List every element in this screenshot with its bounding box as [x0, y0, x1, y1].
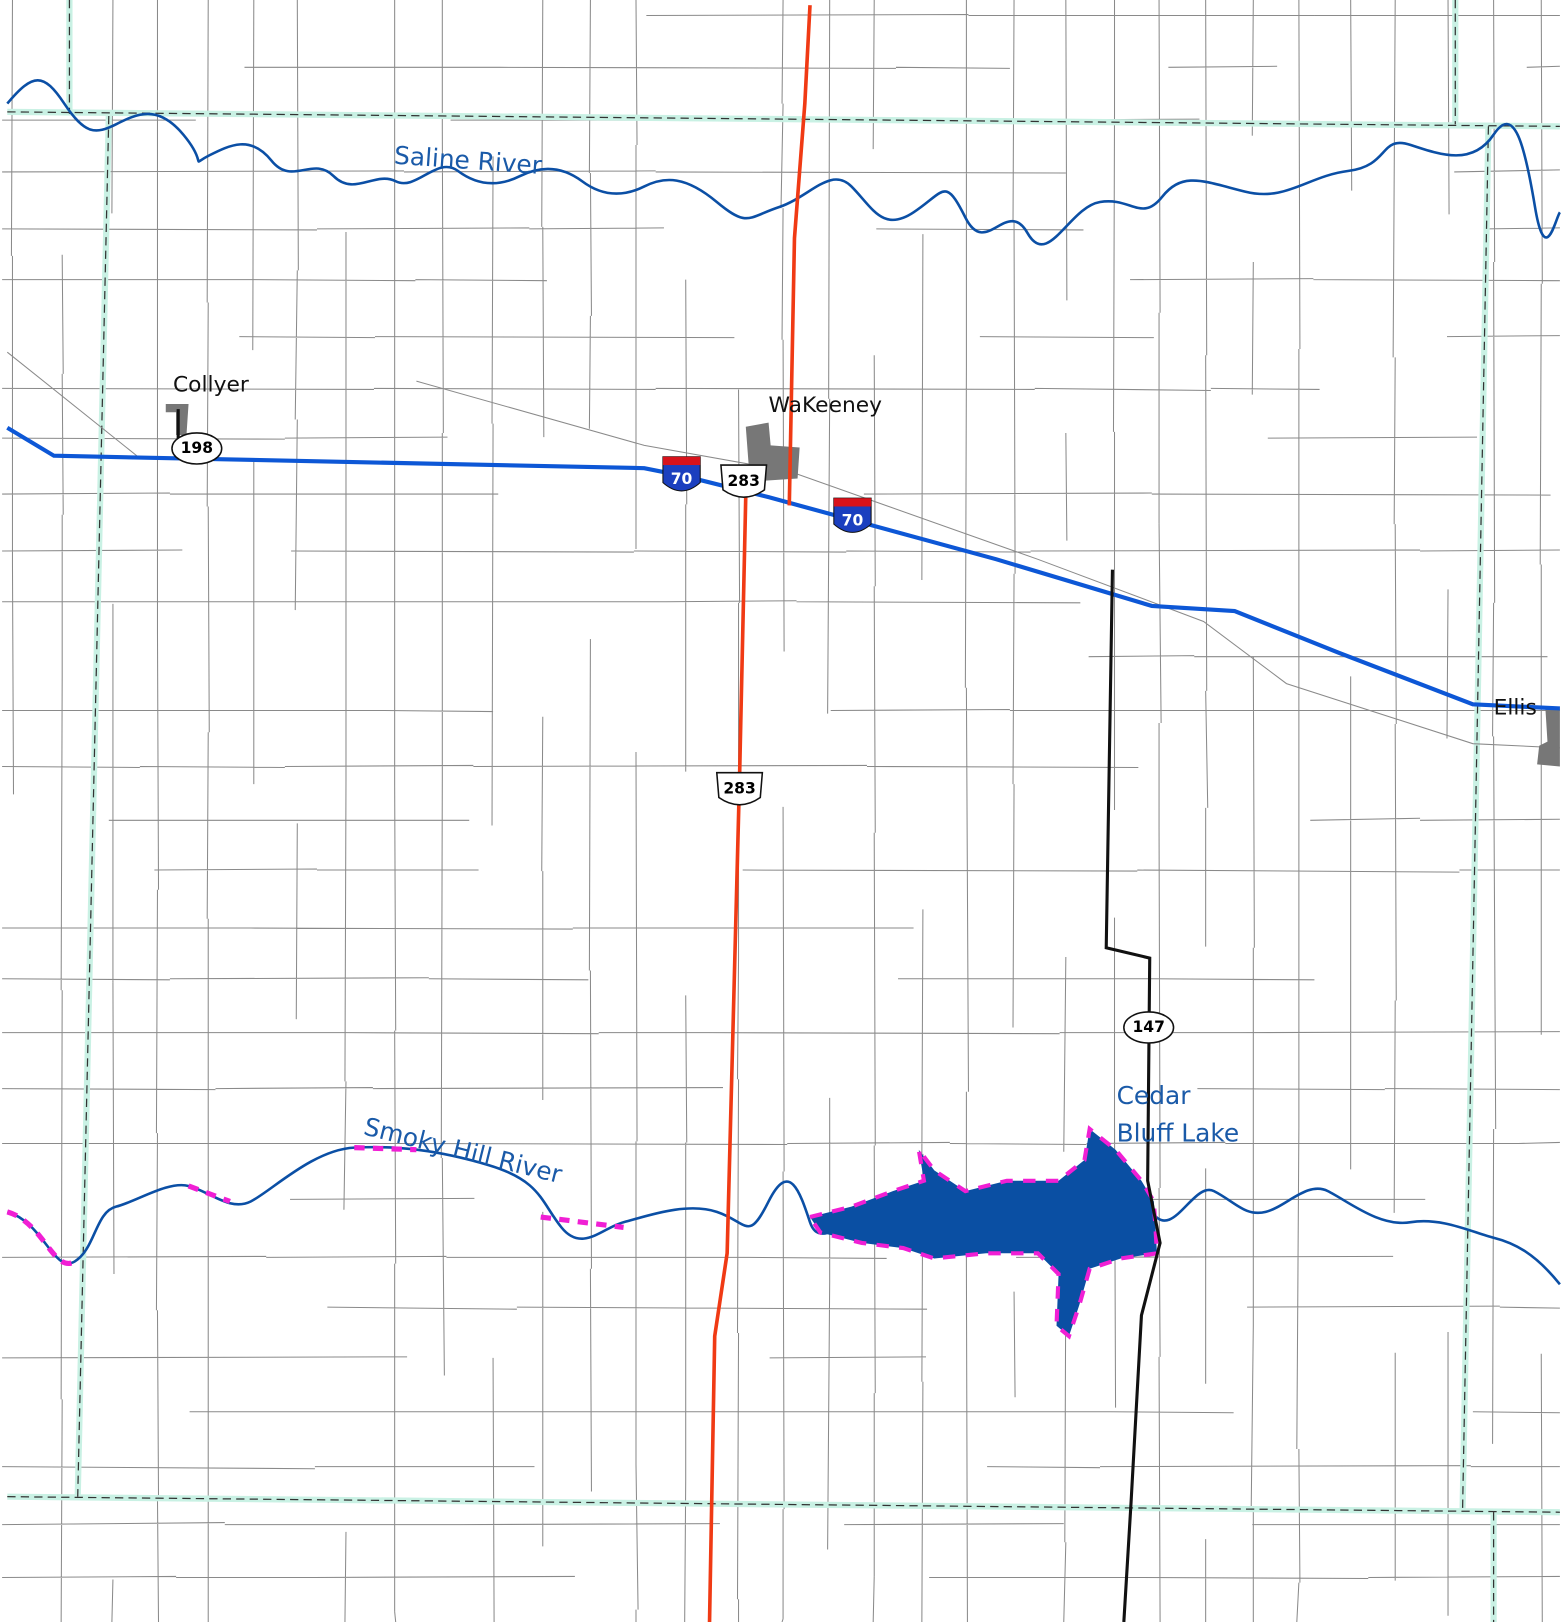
- place-label: WaKeeney: [769, 393, 883, 418]
- lake-label: Bluff Lake: [1117, 1118, 1240, 1147]
- smoky-hill-river: [6, 1145, 1561, 1286]
- shield-band: [662, 456, 701, 466]
- shield: [715, 771, 764, 806]
- shield-label: 283: [728, 472, 760, 490]
- river-label: Saline River: [393, 141, 544, 180]
- cedar-bluff-lake: [806, 1125, 1160, 1340]
- us-283: [707, 5, 812, 1622]
- county-borders: [7, 0, 1560, 1622]
- place-label: Collyer: [173, 373, 249, 398]
- shield-label: 283: [723, 780, 755, 798]
- shield-band: [833, 498, 872, 507]
- shield-label: 147: [1132, 1018, 1164, 1036]
- shield: [720, 464, 768, 498]
- shield-label: 70: [842, 511, 864, 529]
- shield: [1123, 1011, 1175, 1044]
- highway-40: [6, 351, 1560, 749]
- interstate-70: [6, 425, 1560, 711]
- shield-label: 198: [181, 439, 213, 457]
- shield: [833, 497, 872, 533]
- shield: [662, 456, 701, 492]
- saline-river: [6, 78, 1562, 246]
- shields: 198 70 283 70 283 147: [171, 432, 1175, 1044]
- shield-label: 70: [671, 470, 693, 488]
- shield: [171, 432, 223, 465]
- place-label: Ellis: [1494, 696, 1537, 721]
- lake-label: Cedar: [1117, 1081, 1192, 1110]
